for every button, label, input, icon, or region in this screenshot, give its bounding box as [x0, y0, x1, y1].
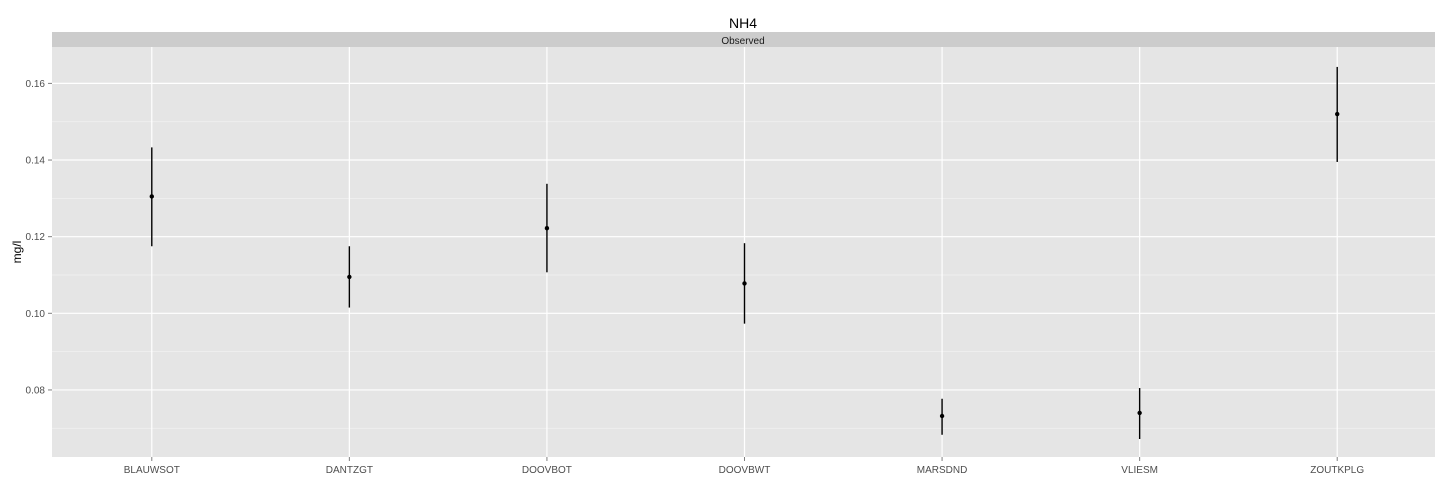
data-point: [1335, 111, 1340, 117]
data-point: [1137, 410, 1142, 416]
x-tick-label: DOOVBWT: [719, 465, 771, 476]
y-tick-label: 0.12: [26, 232, 46, 243]
x-tick-label: VLIESM: [1121, 465, 1158, 476]
y-tick-label: 0.14: [26, 156, 46, 167]
x-tick-label: ZOUTKPLG: [1310, 465, 1364, 476]
y-tick-label: 0.10: [26, 309, 46, 320]
data-point: [742, 281, 747, 286]
x-tick-label: MARSDND: [917, 465, 968, 476]
x-axis-ticks: BLAUWSOT DANTZGT DOOVBOT DOOVBWT MARSDND VLIE…: [124, 457, 1364, 476]
x-tick-label: DOOVBOT: [522, 465, 572, 476]
facet-label: Observed: [721, 36, 764, 47]
x-tick-label: BLAUWSOT: [124, 465, 180, 476]
data-point: [939, 413, 945, 419]
y-tick-label: 0.08: [26, 385, 46, 396]
plot-panel: [52, 47, 1435, 457]
y-axis-title: mg/l: [10, 241, 24, 264]
facet-strip: [52, 32, 1435, 47]
y-tick-label: 0.16: [26, 79, 46, 90]
x-tick-label: DANTZGT: [326, 465, 373, 476]
data-point: [347, 274, 352, 280]
chart-title: NH4: [729, 15, 757, 31]
y-axis-ticks: 0.08 0.10 0.12 0.14 0.16: [26, 79, 52, 396]
data-point: [149, 194, 154, 199]
data-point: [544, 226, 550, 231]
data-marks: [149, 66, 1340, 439]
